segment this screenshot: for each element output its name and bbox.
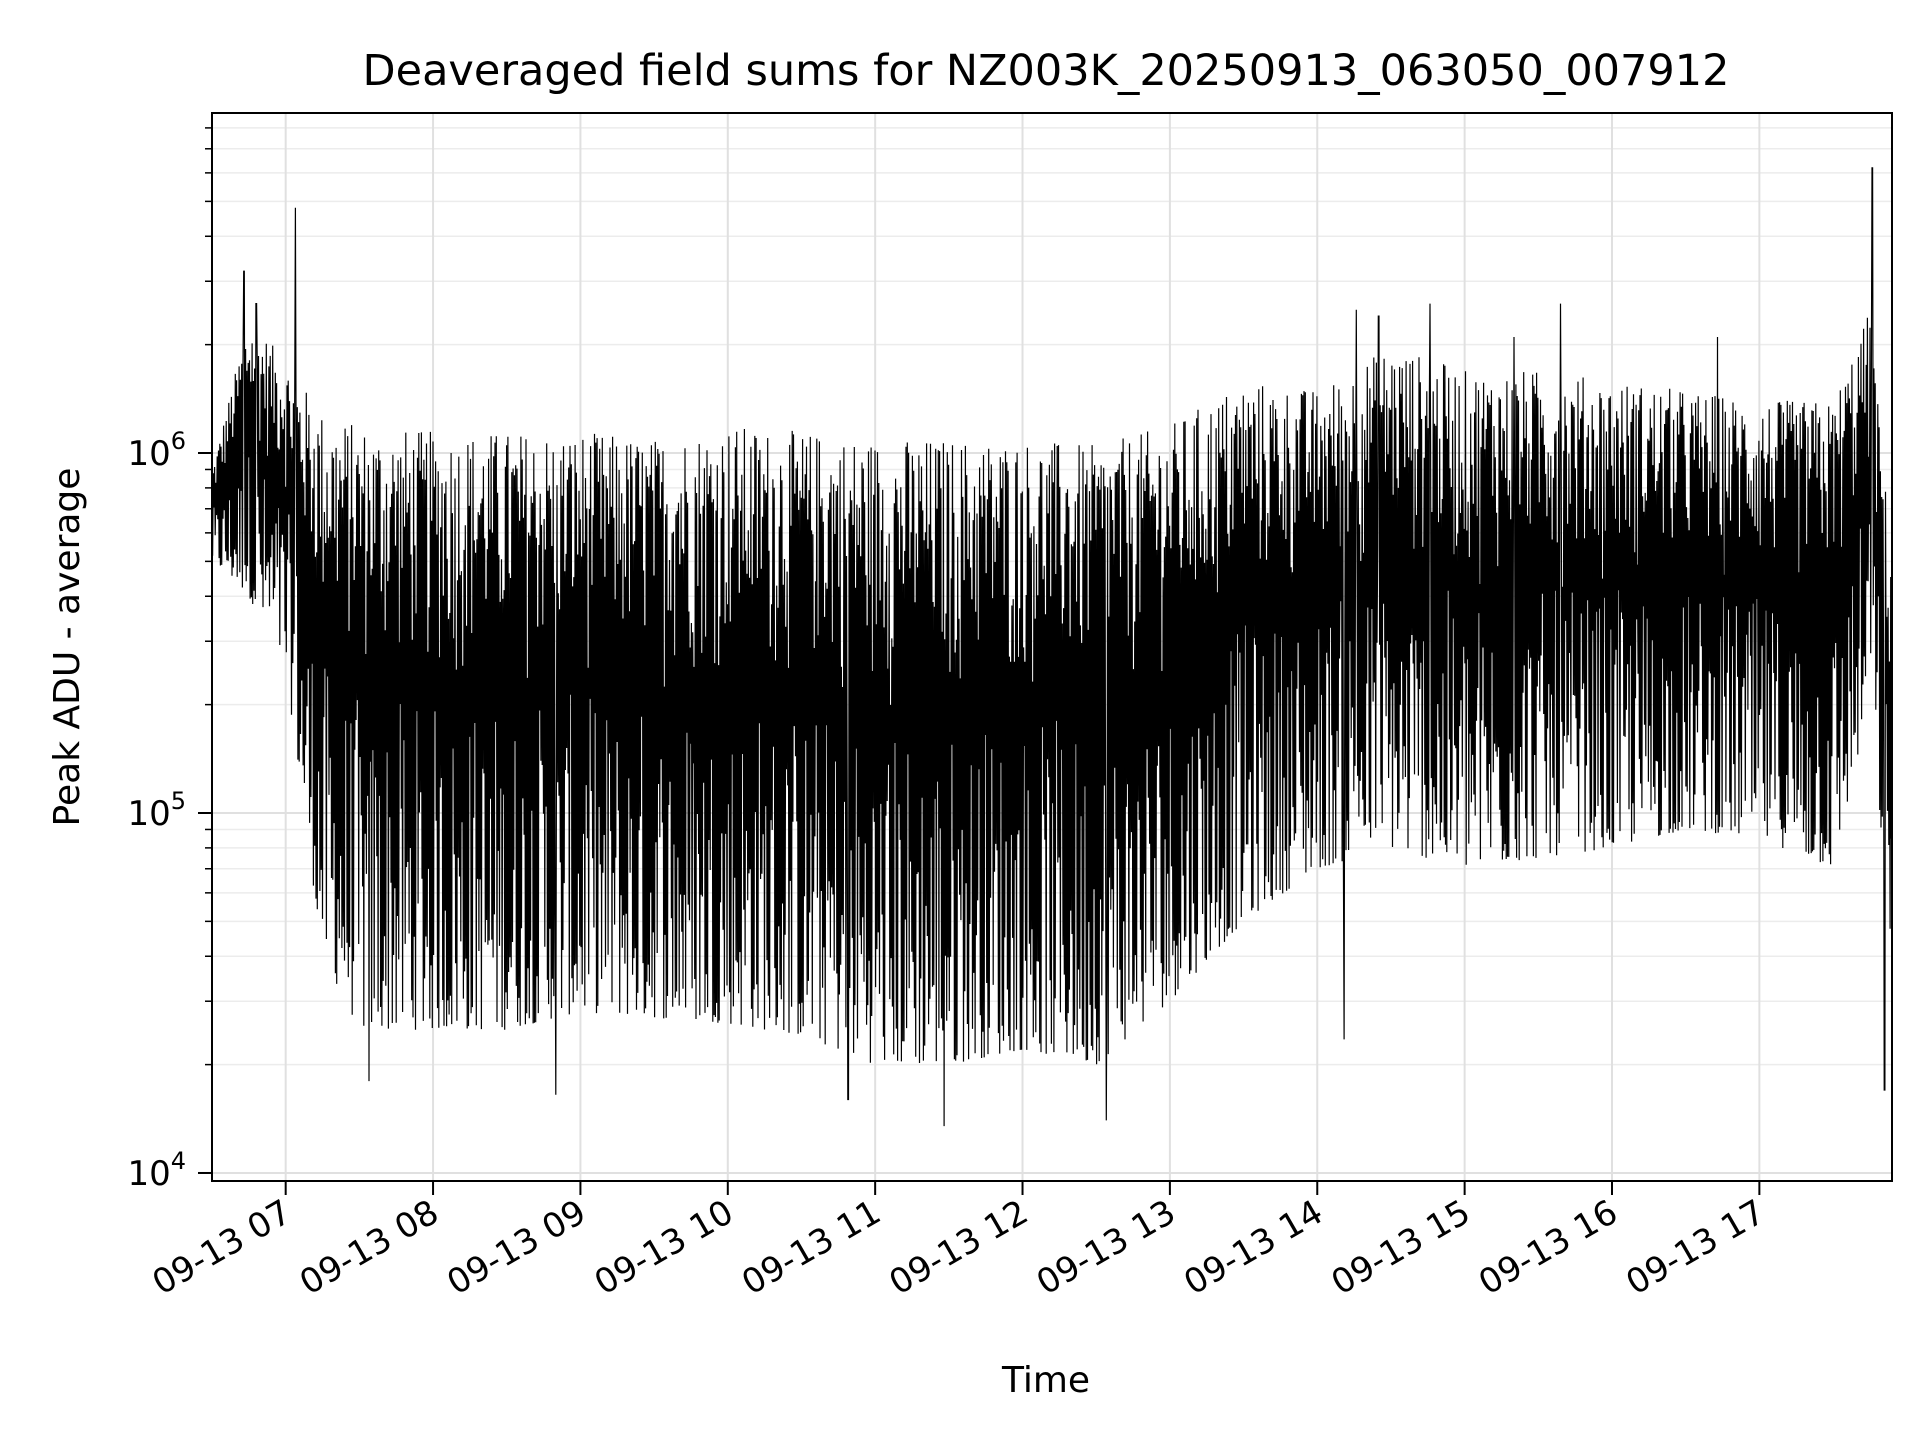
x-tick-label: 09-13 17 — [1619, 1192, 1771, 1303]
x-tick-label: 09-13 14 — [1177, 1192, 1329, 1303]
x-tick-label: 09-13 10 — [588, 1192, 740, 1303]
x-tick-label: 09-13 15 — [1325, 1192, 1477, 1303]
x-axis-label: Time — [1001, 1360, 1090, 1401]
plot-frame — [211, 112, 1893, 1182]
y-axis: 104 105 106 — [127, 127, 212, 1194]
y-tick-label: 104 — [127, 1147, 186, 1194]
chart-title: Deaveraged field sums for NZ003K_2025091… — [363, 46, 1730, 96]
data-line — [211, 167, 1893, 1127]
x-tick-label: 09-13 11 — [735, 1192, 887, 1303]
x-tick-label: 09-13 09 — [441, 1192, 593, 1303]
x-tick-label: 09-13 16 — [1472, 1192, 1624, 1303]
x-tick-label: 09-13 07 — [146, 1192, 298, 1303]
y-tick-label: 106 — [127, 427, 186, 474]
x-tick-label: 09-13 13 — [1030, 1192, 1182, 1303]
y-tick-label: 105 — [127, 787, 186, 834]
x-tick-label: 09-13 08 — [293, 1192, 445, 1303]
y-axis-label: Peak ADU - average — [47, 468, 88, 827]
x-tick-label: 09-13 12 — [883, 1192, 1035, 1303]
series-line — [211, 167, 1893, 1127]
